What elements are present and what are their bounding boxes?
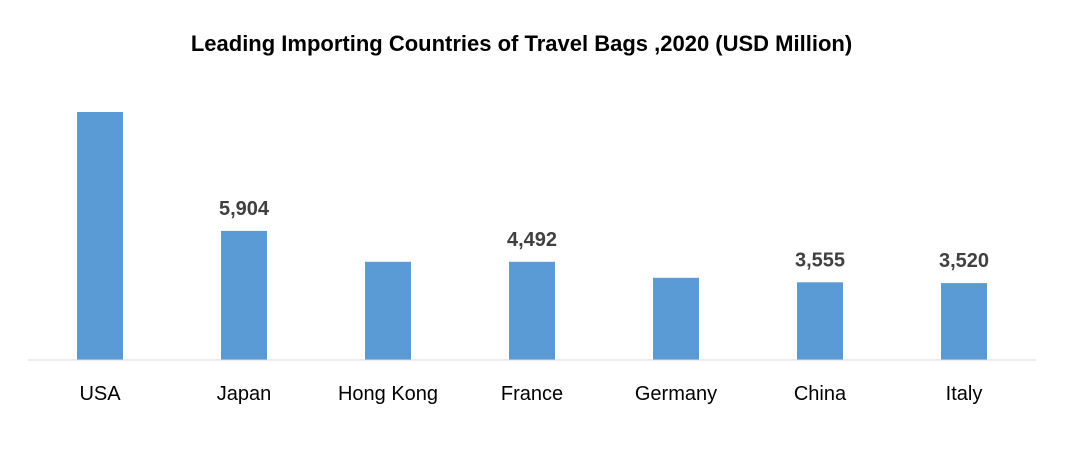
bar-germany [653, 277, 699, 360]
x-tick-label: Japan [217, 383, 272, 405]
bar-italy [941, 283, 987, 360]
data-label: 4,492 [507, 229, 557, 251]
bar-china [797, 282, 843, 360]
x-tick-label: China [794, 383, 847, 405]
chart-title: Leading Importing Countries of Travel Ba… [190, 31, 853, 56]
data-label: 3,520 [939, 250, 989, 272]
x-tick-label: USA [79, 383, 121, 405]
x-tick-label: Germany [635, 383, 717, 405]
bars-group [77, 112, 987, 360]
data-labels-group: 5,904 4,492 3,555 3,520 [219, 198, 989, 272]
bar-japan [221, 230, 267, 360]
data-label: 5,904 [219, 198, 270, 220]
bar-france [509, 261, 555, 360]
bar-hong-kong [365, 261, 411, 360]
x-tick-labels: USA Japan Hong Kong France Germany China Italy [79, 383, 982, 405]
x-tick-label: Italy [946, 383, 983, 405]
x-tick-label: France [501, 383, 563, 405]
x-tick-label: Hong Kong [338, 383, 438, 405]
data-label: 3,555 [795, 249, 845, 271]
bar-usa [77, 112, 123, 360]
